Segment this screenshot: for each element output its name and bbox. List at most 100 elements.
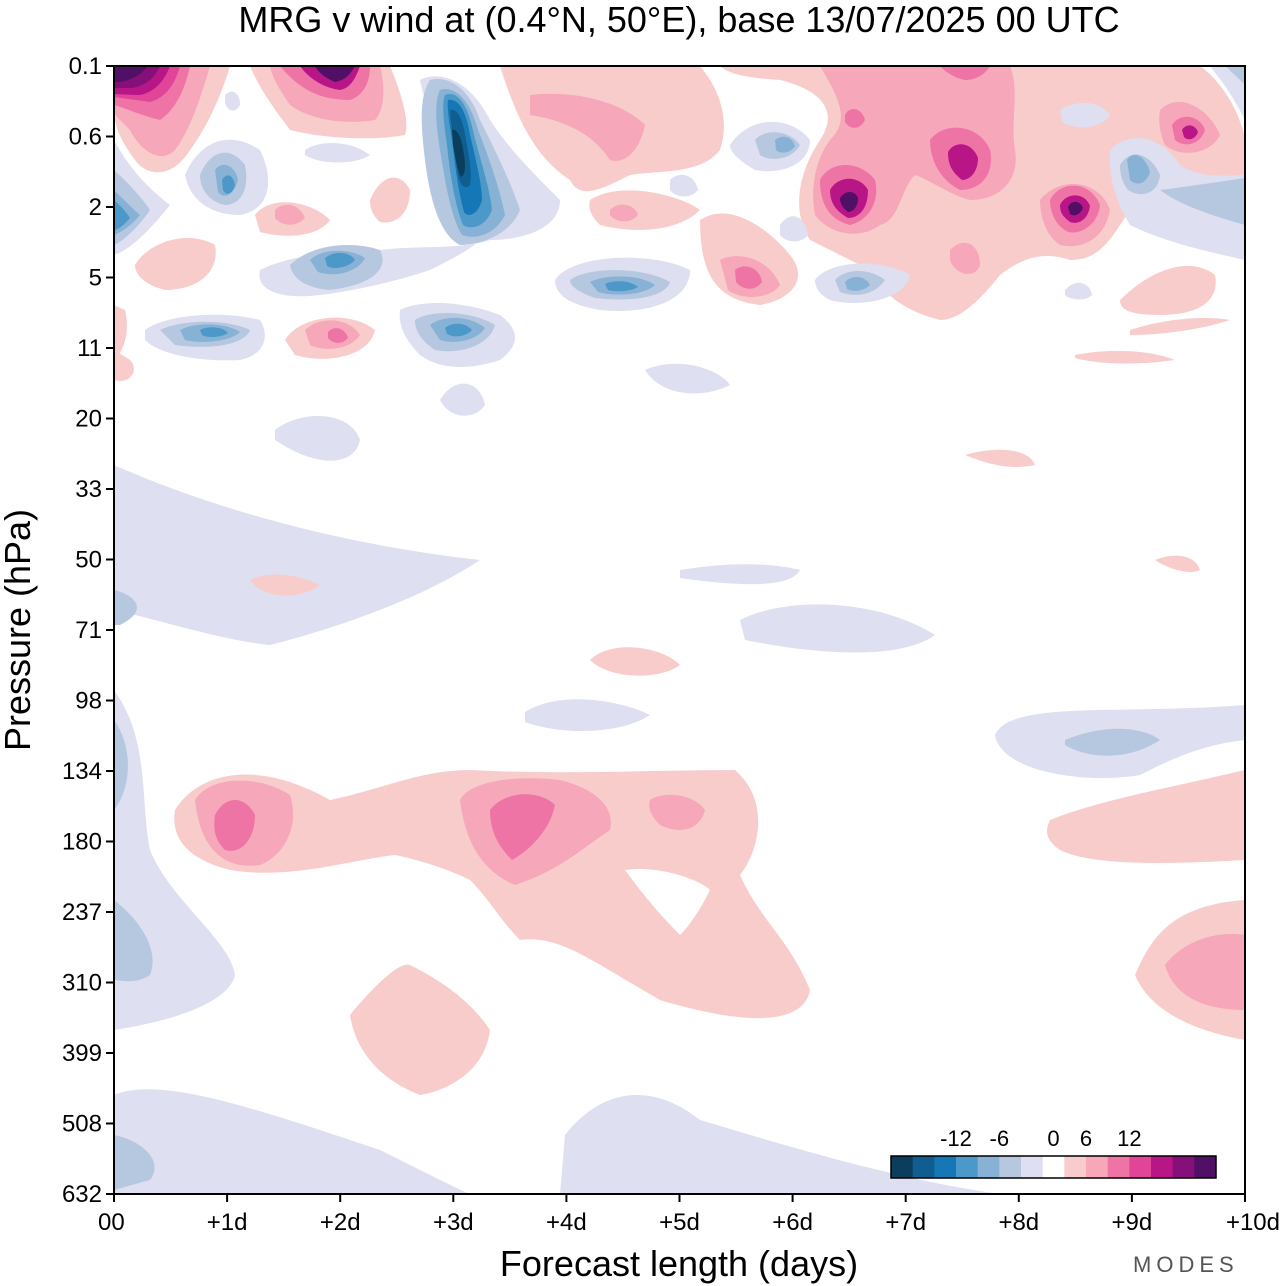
y-tick-label: 508 <box>62 1111 102 1138</box>
contour-neg-upper-small <box>225 91 240 111</box>
colorbar-label: 12 <box>1117 1126 1141 1151</box>
contour-neg-left-edge <box>114 590 137 625</box>
colorbar-swatch <box>1107 1156 1130 1178</box>
colorbar-swatch <box>1194 1156 1217 1178</box>
contour-pos-upper-small <box>370 177 410 223</box>
contour-neg-upper-right <box>1060 103 1110 128</box>
contour-pos-6d-core <box>840 192 858 212</box>
colorbar-label: -6 <box>990 1126 1010 1151</box>
colorbar-swatch <box>1021 1156 1044 1178</box>
colorbar-swatch <box>999 1156 1022 1178</box>
y-axis-label: Pressure (hPa) <box>0 509 38 751</box>
y-tick-label: 2 <box>89 194 102 221</box>
contour-neg-deep <box>845 276 870 291</box>
contour-pos-5d-core <box>649 794 705 830</box>
colorbar-swatch <box>1064 1156 1087 1178</box>
colorbar-swatch <box>934 1156 957 1178</box>
y-tick-label: 310 <box>62 970 102 997</box>
contour-neg-mid-71 <box>740 604 935 653</box>
colorbar-swatch <box>1151 1156 1174 1178</box>
contour-neg-upper-small <box>670 174 698 197</box>
contour-neg-left-column <box>114 465 480 645</box>
x-tick-label: +1d <box>207 1209 248 1236</box>
contour-neg-left-edge <box>114 1135 155 1190</box>
y-tick-label: 20 <box>75 406 102 433</box>
colorbar-swatch <box>956 1156 979 1178</box>
y-tick-label: 0.1 <box>69 53 102 80</box>
contour-neg-upper-small <box>1065 282 1092 300</box>
colorbar-label: 0 <box>1047 1126 1059 1151</box>
colorbar-frame <box>890 1155 1217 1179</box>
contour-neg-core <box>452 129 465 177</box>
y-tick-label: 399 <box>62 1040 102 1067</box>
colorbar-swatch <box>1042 1156 1065 1178</box>
x-tick-label: +2d <box>320 1209 361 1236</box>
contour-pos-upper-5d <box>589 190 700 230</box>
colorbar-swatch <box>1129 1156 1152 1178</box>
contour-pos-6d-upper <box>845 108 865 128</box>
contour-pos-lower-310 <box>350 964 490 1095</box>
contour-neg-mid <box>1160 178 1245 225</box>
colorbar-swatch <box>1086 1156 1109 1178</box>
contour-neg-deep <box>775 136 795 153</box>
contour-pos-right-310-core <box>1165 934 1245 1010</box>
y-tick-label: 632 <box>62 1181 102 1208</box>
y-tick-label: 98 <box>75 688 102 715</box>
contour-neg-strong <box>200 327 228 338</box>
colorbar-swatch <box>1172 1156 1195 1178</box>
contour-neg-mid <box>1225 66 1245 85</box>
contour-pos-lower-band <box>174 770 810 1019</box>
contour-pos-9d-core <box>1182 125 1198 140</box>
contour-neg-left-edge <box>114 720 128 810</box>
contour-pos-upper-mid <box>610 204 638 222</box>
contour-field <box>114 66 1245 1194</box>
x-tick-label: +3d <box>433 1209 474 1236</box>
y-tick-label: 71 <box>75 617 102 644</box>
contour-pos-upper-mid <box>275 204 305 225</box>
contour-pos-upper-right-5 <box>1120 265 1216 315</box>
contour-pos-hole <box>625 869 710 935</box>
contour-pos-71 <box>590 647 680 676</box>
chart-title: MRG v wind at (0.4°N, 50°E), base 13/07/… <box>238 0 1119 40</box>
contour-neg-strong <box>325 252 355 268</box>
x-tick-label: +7d <box>885 1209 926 1236</box>
x-tick-label: +5d <box>659 1209 700 1236</box>
contour-pos-upper-core <box>315 66 355 82</box>
contour-pos-7d-core <box>948 144 978 180</box>
contour-neg-upper-right <box>1210 66 1245 120</box>
modes-logo: MODES <box>1133 1252 1239 1277</box>
contour-pos-upper-mid <box>950 242 980 275</box>
contour-neg-left-edge <box>114 900 153 982</box>
contour-neg-upper-small <box>305 143 370 163</box>
contour-pos-upper-mid <box>530 93 645 161</box>
contour-pos-33 <box>965 449 1035 467</box>
contour-pos-50-right <box>1155 555 1200 572</box>
colorbar: -12 -6 0 6 12 <box>890 1126 1217 1179</box>
y-tick-label: 134 <box>62 758 102 785</box>
contour-neg-upper-small <box>780 216 808 242</box>
colorbar-swatch <box>912 1156 935 1178</box>
y-tick-label: 50 <box>75 547 102 574</box>
contour-pos-11-core <box>328 328 348 343</box>
contour-neg-deep <box>1127 154 1150 184</box>
contour-pos-11-band <box>1130 318 1230 335</box>
y-tick-label: 5 <box>89 265 102 292</box>
contour-neg-mid-71 <box>680 564 800 585</box>
contour-pos-4d-core <box>735 266 762 289</box>
y-tick-label: 237 <box>62 899 102 926</box>
contour-pos-1d-inner <box>214 800 255 851</box>
contour-neg-strong <box>445 323 472 337</box>
x-tick-label: +4d <box>546 1209 587 1236</box>
contour-pos-upper-small <box>135 237 216 290</box>
x-tick-label: +6d <box>772 1209 813 1236</box>
contour-pos-upper-small <box>114 350 135 381</box>
x-tick-label: +8d <box>998 1209 1039 1236</box>
contour-neg-strong <box>114 200 130 230</box>
contour-neg-bottom <box>560 1094 1000 1194</box>
contour-neg-bottom <box>114 1089 470 1194</box>
y-tick-label: 33 <box>75 476 102 503</box>
y-tick-label: 11 <box>77 335 102 362</box>
contour-pos-upper-small <box>114 305 127 360</box>
contour-pos-upper-core <box>114 66 148 82</box>
